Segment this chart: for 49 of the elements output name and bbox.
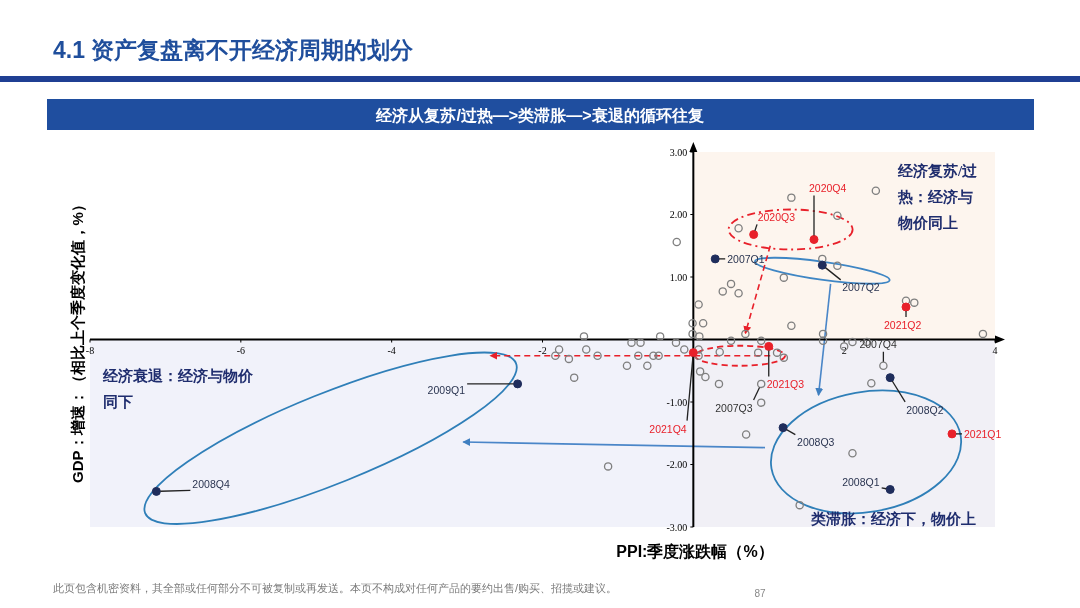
x-tick-label: -2 xyxy=(538,344,547,356)
point xyxy=(778,423,788,433)
annotation: 经济衰退：经济与物价同下 xyxy=(102,367,254,410)
annotation: 2021Q3 xyxy=(766,378,805,391)
text: 此页包含机密资料，其全部或任何部分不可被复制或再发送。本页不构成对任何产品的要约出售/购买、招揽或建议。 xyxy=(53,582,618,594)
annotation: 2020Q3 xyxy=(757,210,796,223)
chart-subtitle: 经济从复苏/过热—>类滞胀—>衰退的循环往复 xyxy=(375,106,704,125)
point xyxy=(817,260,827,270)
y-axis-title: GDP：增速：（相比上个季度变化值，%） xyxy=(69,197,86,483)
point xyxy=(885,485,895,494)
point xyxy=(513,379,523,389)
x-tick-label: 2 xyxy=(841,344,847,356)
point xyxy=(749,230,759,239)
annotation: 2008Q4 xyxy=(192,478,230,491)
annotation: 经济复苏/过热：经济与物价同上 xyxy=(897,162,979,231)
x-tick-label: -4 xyxy=(387,344,396,356)
point xyxy=(710,254,720,264)
annotation: 2008Q3 xyxy=(797,435,835,448)
x-tick-label: -8 xyxy=(85,344,95,356)
y-tick-label: -3.00 xyxy=(666,521,688,533)
x-tick-label: 4 xyxy=(992,344,998,356)
annotation: 2021Q2 xyxy=(884,319,922,331)
annotation: 2008Q2 xyxy=(906,403,944,416)
annotation: 类滞胀：经济下，物价上 xyxy=(810,510,976,527)
text: 87 xyxy=(754,588,766,599)
annotation: 2007Q4 xyxy=(859,337,897,350)
x-tick-label: -6 xyxy=(236,344,246,356)
x-axis-title: PPI:季度涨跌幅（%） xyxy=(616,542,774,561)
point xyxy=(901,302,911,312)
point xyxy=(151,486,161,496)
annotation: 2021Q1 xyxy=(964,427,1002,440)
point xyxy=(764,341,774,351)
annotation: 2009Q1 xyxy=(427,383,466,396)
point xyxy=(809,235,819,244)
annotation: 2007Q1 xyxy=(727,252,765,265)
point xyxy=(885,373,895,383)
annotation: 2021Q4 xyxy=(649,422,687,435)
y-tick-label: -1.00 xyxy=(666,396,688,408)
annotation: 2007Q2 xyxy=(842,281,880,294)
point xyxy=(947,429,957,439)
annotation: 2007Q3 xyxy=(715,401,753,414)
annotation: 2020Q4 xyxy=(809,181,847,194)
y-tick-label: 3.00 xyxy=(669,146,688,158)
point xyxy=(688,348,698,358)
y-tick-label: 2.00 xyxy=(669,209,688,220)
y-tick-label: 1.00 xyxy=(669,271,688,283)
chart-title: 4.1 资产复盘离不开经济周期的划分 xyxy=(53,37,415,63)
annotation: 2008Q1 xyxy=(842,475,880,488)
y-tick-label: -2.00 xyxy=(666,459,688,470)
